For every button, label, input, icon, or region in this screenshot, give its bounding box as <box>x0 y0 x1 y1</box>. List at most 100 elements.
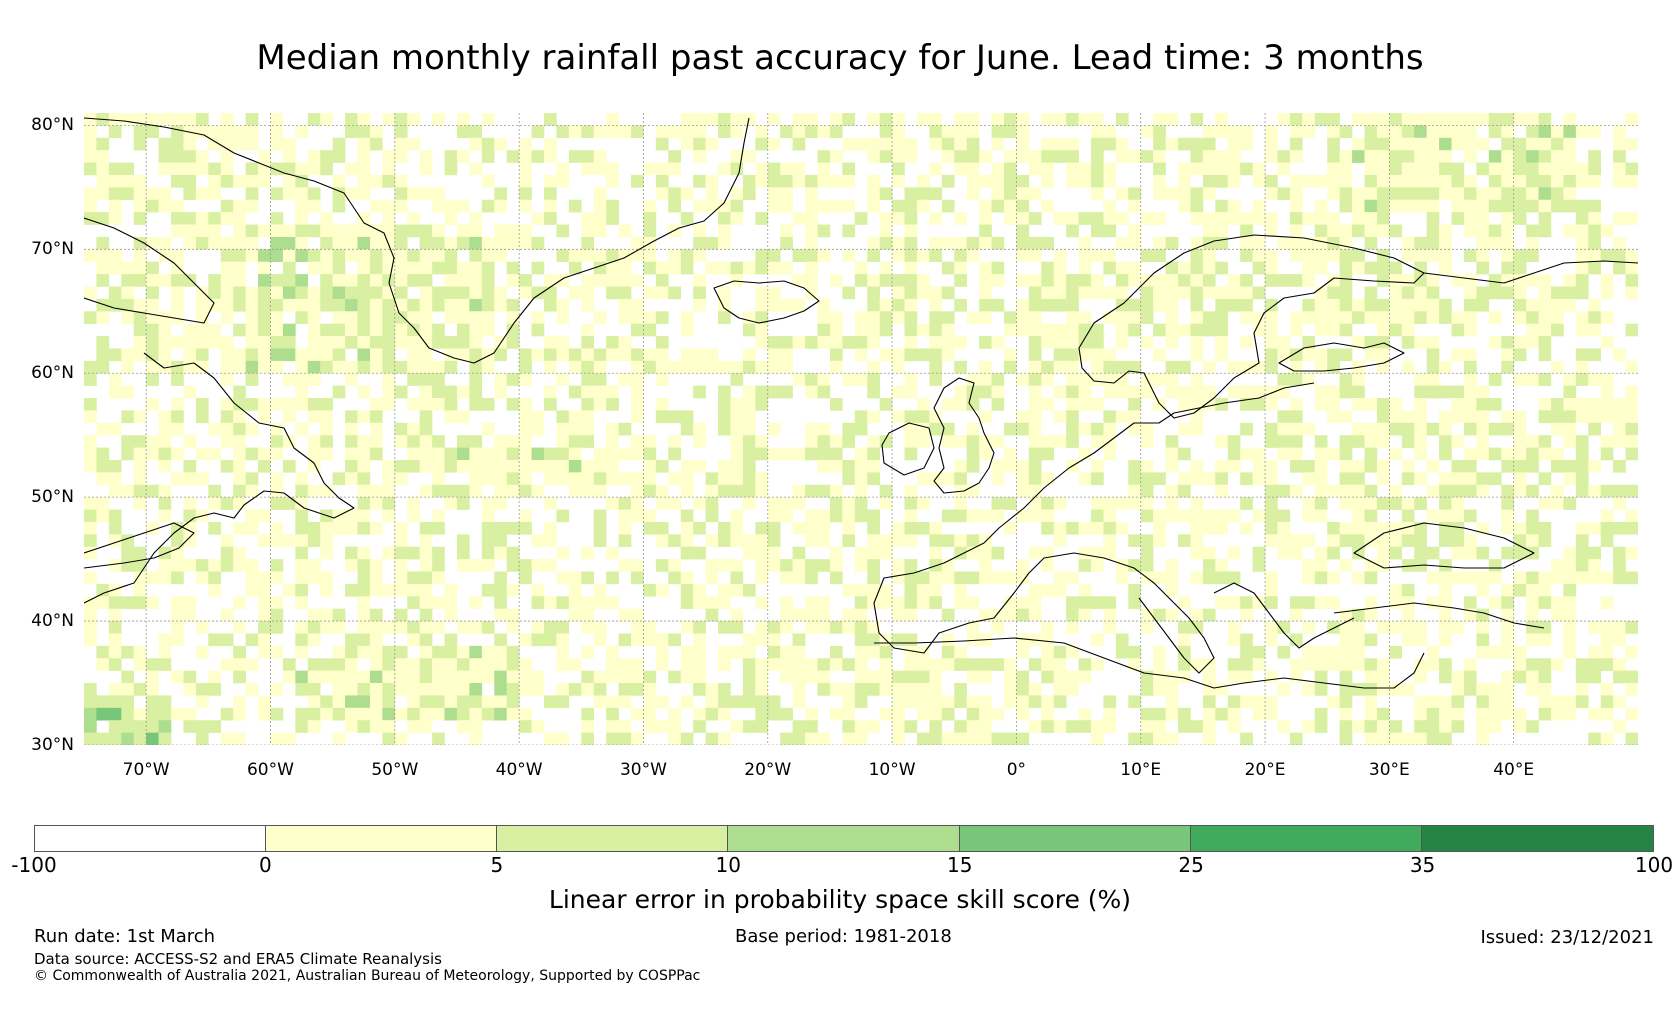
skill-cell <box>233 596 246 609</box>
skill-cell <box>892 559 905 572</box>
skill-cell <box>481 559 495 572</box>
skill-cell <box>531 534 545 548</box>
skill-cell <box>680 113 694 126</box>
skill-cell <box>84 137 97 151</box>
skill-cell <box>755 261 769 275</box>
skill-cell <box>1215 212 1229 225</box>
skill-cell <box>767 695 781 709</box>
skill-cell <box>1538 274 1552 287</box>
skill-cell <box>1190 472 1204 486</box>
skill-cell <box>158 658 172 671</box>
skill-cell <box>631 732 644 745</box>
skill-cell <box>805 125 818 139</box>
skill-cell <box>494 249 507 262</box>
colorbar-tick-label: -100 <box>11 853 57 877</box>
skill-cell <box>1277 113 1291 126</box>
skill-cell <box>780 125 793 139</box>
skill-cell <box>916 348 930 362</box>
skill-cell <box>146 348 159 362</box>
skill-cell <box>307 521 321 535</box>
skill-cell <box>1588 224 1601 238</box>
skill-cell <box>96 212 110 225</box>
skill-cell <box>1078 174 1092 188</box>
skill-cell <box>631 447 644 461</box>
skill-cell <box>1352 336 1365 349</box>
skill-cell <box>133 199 147 213</box>
skill-cell <box>1302 720 1316 733</box>
skill-cell <box>1364 435 1378 448</box>
skill-cell <box>432 521 445 535</box>
skill-cell <box>1414 435 1427 448</box>
skill-cell <box>1526 521 1539 535</box>
skill-cell <box>444 286 458 300</box>
skill-cell <box>991 137 1005 151</box>
skill-cell <box>1314 509 1328 523</box>
skill-cell <box>394 174 408 188</box>
skill-cell <box>1066 360 1079 374</box>
run-date: Run date: 1st March <box>34 926 216 947</box>
skill-cell <box>407 249 420 262</box>
skill-cell <box>1265 224 1278 238</box>
skill-cell <box>84 633 97 647</box>
skill-cell <box>817 435 831 448</box>
skill-cell <box>345 559 358 572</box>
skill-cell <box>369 559 383 572</box>
skill-cell <box>979 385 992 399</box>
skill-cell <box>916 472 930 486</box>
skill-cell <box>307 311 321 324</box>
skill-cell <box>941 534 955 548</box>
skill-cell <box>1003 162 1017 176</box>
skill-cell <box>1575 212 1589 225</box>
skill-cell <box>1463 224 1477 238</box>
skill-cell <box>270 348 284 362</box>
skill-cell <box>1414 732 1427 745</box>
skill-cell <box>1016 645 1030 659</box>
skill-cell <box>556 162 570 176</box>
skill-cell <box>394 150 408 163</box>
skill-cell <box>469 670 483 684</box>
skill-cell <box>1463 571 1477 585</box>
skill-cell <box>233 212 246 225</box>
skill-cell <box>879 187 893 201</box>
skill-cell <box>158 559 172 572</box>
skill-cell <box>531 212 545 225</box>
skill-cell <box>1625 249 1638 262</box>
skill-cell <box>1538 410 1552 424</box>
skill-cell <box>1090 360 1104 374</box>
skill-cell <box>867 559 880 572</box>
skill-cell <box>1364 571 1378 585</box>
colorbar-tick-label: 0 <box>259 853 272 877</box>
skill-cell <box>817 621 831 634</box>
skill-cell <box>1289 137 1303 151</box>
skill-cell <box>1178 633 1191 647</box>
skill-cell <box>171 125 184 139</box>
skill-cell <box>369 261 383 275</box>
skill-cell <box>606 174 619 188</box>
skill-cell <box>444 274 458 287</box>
skill-cell <box>307 670 321 684</box>
skill-cell <box>1066 174 1079 188</box>
skill-cell <box>1426 162 1440 176</box>
skill-cell <box>258 274 271 287</box>
skill-cell <box>1302 645 1316 659</box>
skill-cell <box>1352 534 1365 548</box>
skill-cell <box>1588 459 1601 473</box>
skill-cell <box>1426 732 1440 745</box>
skill-cell <box>1115 645 1129 659</box>
skill-cell <box>1078 261 1092 275</box>
skill-cell <box>1103 311 1117 324</box>
skill-cell <box>1463 683 1477 696</box>
skill-cell <box>1128 385 1142 399</box>
skill-cell <box>1003 670 1017 684</box>
skill-cell <box>1339 410 1353 424</box>
skill-cell <box>718 125 731 139</box>
skill-cell <box>1078 596 1092 609</box>
issued-date: Issued: 23/12/2021 <box>1480 927 1654 948</box>
skill-cell <box>693 720 706 733</box>
skill-cell <box>1265 509 1278 523</box>
skill-cell <box>916 274 930 287</box>
skill-cell <box>1165 323 1179 337</box>
skill-cell <box>1426 546 1440 560</box>
skill-cell <box>792 174 806 188</box>
skill-cell <box>183 670 197 684</box>
